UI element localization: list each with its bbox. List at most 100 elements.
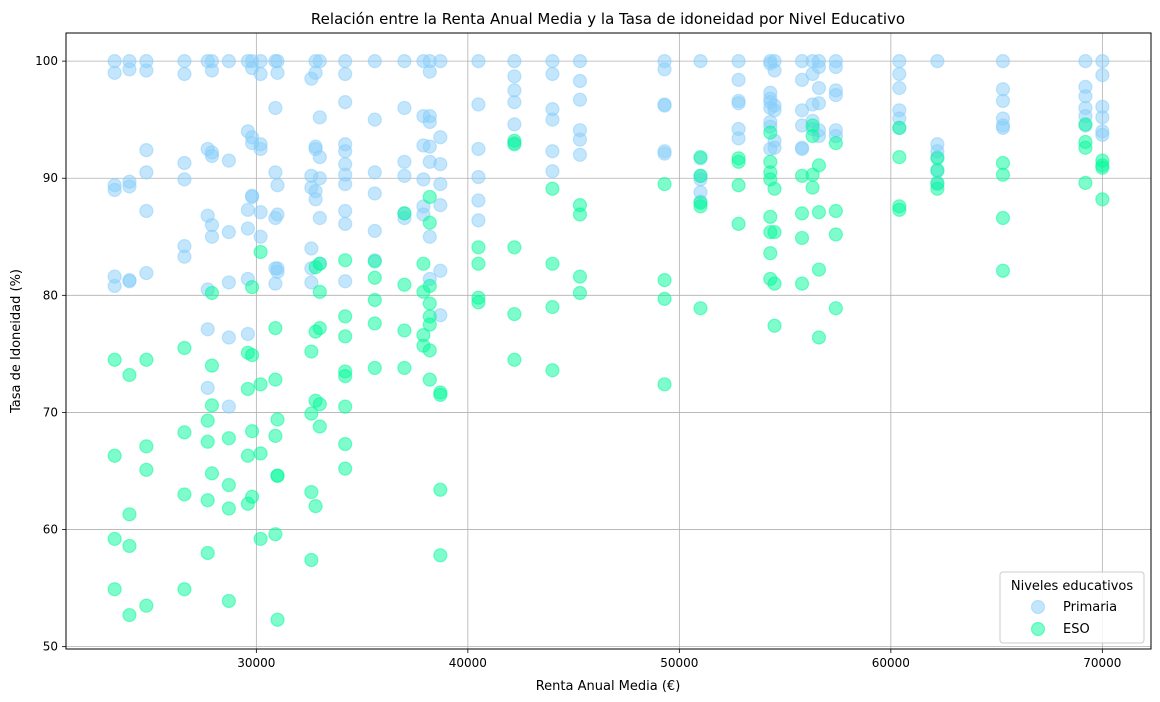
data-point-eso (139, 598, 154, 613)
x-tick-label: 40000 (449, 656, 487, 670)
data-point-primaria (995, 54, 1011, 69)
data-point-eso (367, 360, 382, 376)
data-point-eso (892, 150, 907, 165)
data-point-eso (312, 284, 327, 299)
data-point-eso (367, 316, 382, 331)
data-point-eso (471, 256, 486, 271)
data-point-primaria (270, 178, 285, 193)
data-point-eso (204, 358, 220, 373)
data-point-eso (245, 280, 260, 295)
data-point-eso (422, 343, 437, 358)
data-point-eso (1095, 192, 1110, 207)
data-point-eso (763, 246, 778, 261)
data-point-primaria (767, 63, 782, 78)
data-point-eso (200, 493, 215, 508)
data-point-primaria (422, 114, 437, 130)
data-point-primaria (367, 186, 382, 201)
data-point-eso (304, 552, 319, 568)
data-point-eso (767, 224, 782, 240)
data-point-primaria (507, 54, 522, 69)
data-point-primaria (312, 210, 327, 226)
data-point-eso (204, 466, 220, 481)
data-point-primaria (221, 275, 236, 290)
data-point-primaria (433, 130, 448, 145)
data-point-primaria (204, 63, 220, 78)
data-point-eso (253, 531, 268, 547)
data-point-eso (200, 545, 215, 561)
data-point-eso (572, 285, 588, 301)
data-point-primaria (811, 96, 827, 111)
data-point-primaria (471, 141, 486, 157)
data-point-primaria (794, 103, 810, 118)
data-point-primaria (995, 93, 1011, 109)
data-point-eso (312, 419, 327, 434)
legend-title: Niveles educativos (1011, 579, 1134, 594)
data-point-primaria (312, 171, 327, 186)
data-point-eso (245, 347, 260, 363)
data-point-primaria (107, 182, 122, 198)
data-point-primaria (794, 72, 810, 87)
data-point-primaria (338, 176, 353, 192)
data-point-eso (507, 240, 522, 255)
data-point-primaria (507, 69, 522, 84)
data-point-primaria (545, 66, 560, 82)
data-point-primaria (397, 100, 412, 116)
data-point-primaria (304, 275, 319, 290)
data-point-eso (731, 178, 746, 193)
data-point-primaria (308, 192, 323, 207)
data-point-eso (794, 206, 810, 221)
data-point-eso (312, 256, 327, 271)
data-point-primaria (995, 82, 1011, 97)
data-point-primaria (433, 157, 448, 172)
data-point-eso (397, 323, 412, 338)
data-point-eso (657, 377, 672, 392)
data-point-eso (995, 263, 1011, 278)
data-point-eso (1078, 140, 1093, 155)
data-point-primaria (204, 229, 220, 244)
data-point-primaria (268, 276, 283, 291)
data-point-primaria (253, 141, 268, 157)
y-axis-ticks: 50 60 70 80 90 100 (35, 54, 66, 654)
data-point-primaria (107, 54, 122, 69)
data-point-eso (304, 484, 319, 500)
data-point-primaria (433, 263, 448, 278)
data-point-primaria (1095, 54, 1110, 69)
legend-marker-eso (1030, 621, 1046, 637)
data-point-primaria (892, 80, 907, 96)
x-axis-ticks: 30000 40000 50000 60000 70000 (237, 649, 1121, 670)
data-point-primaria (139, 203, 154, 219)
data-point-eso (139, 352, 154, 367)
data-point-primaria (221, 54, 236, 69)
data-point-eso (930, 151, 945, 166)
data-point-eso (367, 270, 382, 285)
data-point-primaria (253, 205, 268, 220)
y-tick-label: 50 (43, 640, 58, 654)
data-point-eso (545, 363, 560, 378)
data-point-primaria (545, 112, 560, 127)
data-point-primaria (253, 229, 268, 244)
data-point-eso (693, 150, 708, 165)
data-point-eso (367, 254, 382, 269)
data-point-primaria (221, 153, 236, 168)
data-point-primaria (240, 202, 255, 217)
data-point-eso (122, 367, 137, 383)
data-point-eso (995, 210, 1011, 226)
data-point-primaria (471, 54, 486, 69)
data-point-primaria (268, 100, 283, 116)
data-point-eso (433, 548, 448, 563)
data-point-eso (422, 296, 437, 311)
data-point-eso (507, 352, 522, 367)
data-point-primaria (572, 92, 588, 107)
data-point-primaria (200, 380, 215, 395)
data-point-eso (268, 428, 283, 443)
data-point-primaria (139, 143, 154, 158)
legend-marker-primaria (1030, 599, 1046, 615)
data-point-eso (693, 168, 708, 183)
data-point-eso (1095, 160, 1110, 175)
data-point-eso (221, 477, 236, 493)
y-tick-label: 60 (43, 523, 58, 537)
data-point-primaria (139, 265, 154, 281)
data-point-eso (545, 256, 560, 271)
data-point-eso (245, 489, 260, 504)
data-point-primaria (828, 87, 843, 103)
